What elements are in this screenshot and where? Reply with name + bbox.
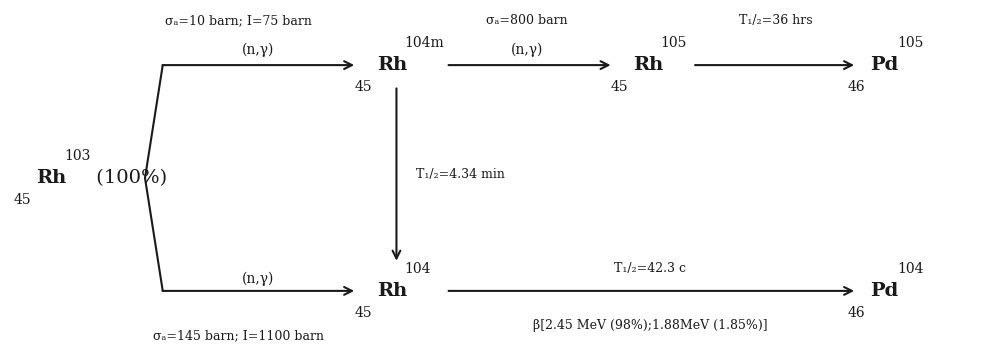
Text: σₐ=10 barn; I=75 barn: σₐ=10 barn; I=75 barn [165, 14, 312, 27]
Text: σₐ=800 barn: σₐ=800 barn [486, 14, 567, 27]
Text: Rh: Rh [37, 169, 67, 187]
Text: 45: 45 [354, 80, 372, 94]
Text: Rh: Rh [377, 56, 407, 74]
Text: (n,γ): (n,γ) [242, 272, 275, 286]
Text: (n,γ): (n,γ) [242, 42, 275, 57]
Text: 104: 104 [404, 262, 431, 276]
Text: 46: 46 [847, 80, 865, 94]
Text: 45: 45 [14, 193, 32, 207]
Text: Pd: Pd [870, 56, 898, 74]
Text: 104m: 104m [404, 36, 444, 50]
Text: Pd: Pd [870, 282, 898, 300]
Text: 105: 105 [897, 36, 924, 50]
Text: 46: 46 [847, 306, 865, 320]
Text: σₐ=145 barn; I=1100 barn: σₐ=145 barn; I=1100 barn [153, 329, 324, 342]
Text: 104: 104 [897, 262, 924, 276]
Text: Rh: Rh [377, 282, 407, 300]
Text: (100%): (100%) [90, 169, 167, 187]
Text: β[2.45 MeV (98%);1.88MeV (1.85%)]: β[2.45 MeV (98%);1.88MeV (1.85%)] [533, 319, 767, 331]
Text: 103: 103 [64, 149, 91, 163]
Text: 45: 45 [611, 80, 628, 94]
Text: T₁/₂=42.3 c: T₁/₂=42.3 c [614, 262, 686, 275]
Text: (n,γ): (n,γ) [510, 42, 543, 57]
Text: 105: 105 [661, 36, 687, 50]
Text: T₁/₂=4.34 min: T₁/₂=4.34 min [416, 168, 505, 181]
Text: 45: 45 [354, 306, 372, 320]
Text: Rh: Rh [633, 56, 663, 74]
Text: T₁/₂=36 hrs: T₁/₂=36 hrs [739, 14, 813, 27]
